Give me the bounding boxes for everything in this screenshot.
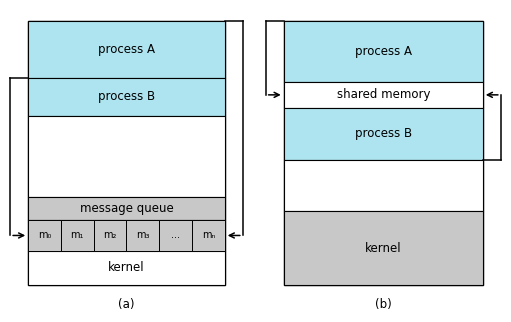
Bar — [192, 220, 225, 251]
Bar — [284, 159, 483, 211]
Text: process B: process B — [98, 90, 155, 103]
Bar — [284, 21, 483, 285]
Text: message queue: message queue — [80, 202, 173, 215]
Text: process A: process A — [355, 45, 412, 58]
Text: process A: process A — [98, 43, 155, 56]
Bar — [28, 251, 225, 285]
Text: mₙ: mₙ — [202, 231, 215, 241]
Text: (a): (a) — [118, 298, 135, 311]
Text: kernel: kernel — [108, 261, 145, 274]
Bar — [284, 82, 483, 108]
Bar — [28, 196, 225, 220]
Bar — [284, 108, 483, 159]
Text: m₂: m₂ — [103, 231, 117, 241]
Text: shared memory: shared memory — [337, 88, 430, 101]
Bar — [127, 220, 159, 251]
Bar — [28, 21, 225, 78]
Text: m₀: m₀ — [38, 231, 51, 241]
Text: kernel: kernel — [365, 242, 402, 254]
Text: ...: ... — [171, 231, 180, 241]
Bar — [159, 220, 192, 251]
Text: (b): (b) — [375, 298, 391, 311]
Bar — [28, 78, 225, 116]
Text: m₁: m₁ — [71, 231, 84, 241]
Bar — [284, 211, 483, 285]
Text: m₃: m₃ — [136, 231, 150, 241]
Text: process B: process B — [355, 127, 412, 140]
Bar — [284, 21, 483, 82]
Bar — [61, 220, 94, 251]
Bar — [28, 220, 61, 251]
Bar — [94, 220, 127, 251]
Bar — [28, 220, 225, 251]
Bar — [28, 116, 225, 196]
Bar — [28, 21, 225, 285]
